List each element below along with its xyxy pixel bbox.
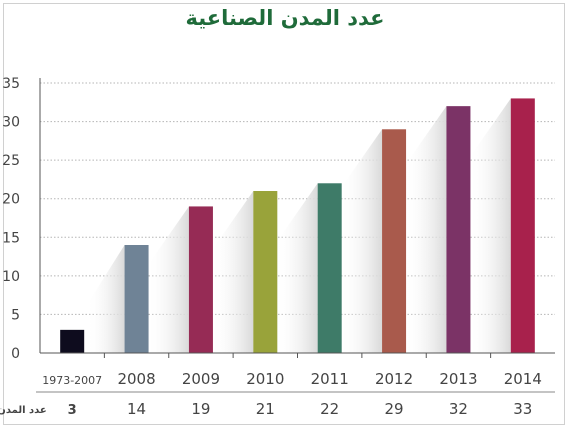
bar-shadow bbox=[468, 98, 511, 353]
y-tick-label: 20 bbox=[2, 192, 20, 208]
y-tick-label: 25 bbox=[2, 153, 20, 169]
y-tick-label: 15 bbox=[2, 230, 20, 246]
shadow-layer bbox=[86, 98, 511, 354]
value-row-label: 32 bbox=[449, 400, 468, 418]
y-tick-label: 0 bbox=[11, 346, 20, 362]
bar-shadow bbox=[146, 206, 189, 353]
bar bbox=[124, 245, 149, 353]
x-category-label: 2008 bbox=[117, 370, 155, 388]
axis-layer bbox=[36, 78, 555, 393]
chart-title: عدد المدن الصناعية bbox=[185, 6, 385, 30]
value-row-label: 21 bbox=[256, 400, 275, 418]
value-row-label: 3 bbox=[68, 403, 77, 418]
x-category-label: 2010 bbox=[246, 370, 284, 388]
x-category-label: 2012 bbox=[375, 370, 413, 388]
bar bbox=[60, 329, 85, 353]
x-category-label: 2013 bbox=[439, 370, 477, 388]
value-row-header: عدد المدن bbox=[0, 405, 47, 416]
y-tick-label: 5 bbox=[11, 307, 20, 323]
bar-shadow bbox=[340, 129, 383, 353]
bar-shadow bbox=[211, 191, 254, 353]
bar bbox=[510, 98, 535, 353]
bar bbox=[446, 106, 471, 354]
x-category-label: 1973-2007 bbox=[42, 374, 102, 387]
label-layer: 0 5 10 15 20 25 30 35 1973-2007 3 2008 14 2009 19 2010… bbox=[0, 76, 542, 418]
value-row-label: 19 bbox=[191, 400, 210, 418]
value-row-label: 33 bbox=[513, 400, 532, 418]
x-category-label: 2014 bbox=[504, 370, 542, 388]
y-tick-label: 10 bbox=[2, 269, 20, 285]
bar-shadow bbox=[275, 183, 318, 353]
value-row-label: 29 bbox=[385, 400, 404, 418]
bar bbox=[188, 206, 213, 353]
bar bbox=[382, 129, 407, 353]
y-tick-label: 35 bbox=[2, 76, 20, 92]
value-row-label: 22 bbox=[320, 400, 339, 418]
bar bbox=[317, 183, 342, 353]
bar-shadow bbox=[86, 245, 125, 353]
y-tick-label: 30 bbox=[2, 115, 20, 131]
bar-layer bbox=[60, 98, 535, 354]
bar bbox=[253, 191, 278, 353]
x-category-label: 2009 bbox=[182, 370, 220, 388]
x-category-label: 2011 bbox=[311, 370, 349, 388]
value-row-label: 14 bbox=[127, 400, 146, 418]
bar-shadow bbox=[404, 106, 447, 354]
